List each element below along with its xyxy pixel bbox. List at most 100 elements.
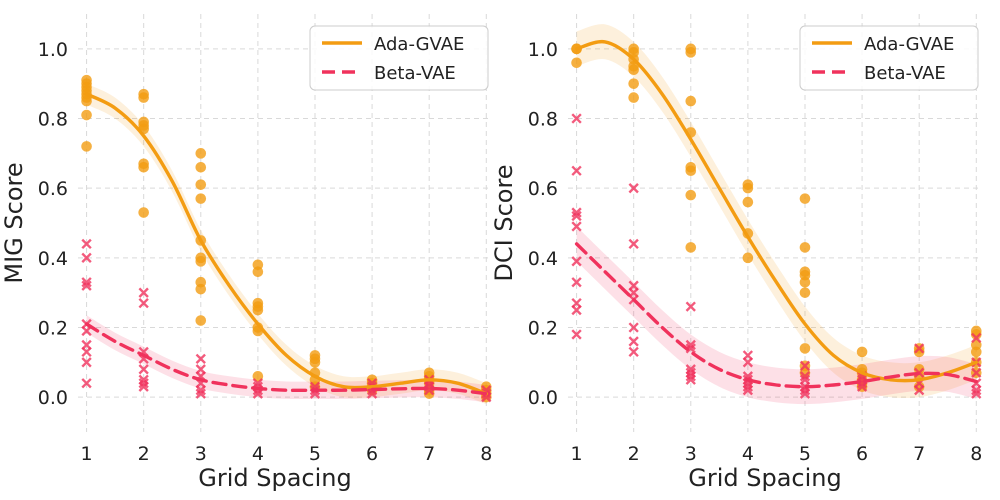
beta-vae-point [742,385,754,396]
ada-gvae-point [628,92,639,103]
x-tick-label: 5 [799,443,811,465]
x-tick-label: 5 [309,443,321,465]
y-tick-label: 0.6 [528,178,558,200]
ada-gvae-point [628,78,639,89]
x-tick-label: 6 [856,443,868,465]
beta-vae-point [195,385,206,396]
ada-gvae-point [309,357,321,368]
x-tick-label: 4 [252,443,264,465]
legend-label-beta-vae: Beta-VAE [864,63,946,84]
x-tick-label: 8 [970,443,982,465]
ada-gvae-point [138,92,149,103]
x-tick-label: 1 [571,443,583,465]
y-axis-label: MIG Score [0,162,28,283]
beta-vae-point [138,297,149,309]
beta-vae-point [571,113,582,124]
beta-vae-point [628,238,639,250]
beta-vae-point [914,343,925,354]
ada-gvae-point [685,47,697,58]
beta-vae-point [81,277,92,288]
ada-gvae-point [799,193,811,204]
beta-vae-confidence-band [86,315,487,403]
legend-label-ada-gvae: Ada-GVAE [864,34,954,55]
x-tick-label: 7 [423,443,435,465]
ada-gvae-point [913,381,925,393]
ada-gvae-point [742,182,754,194]
ada-gvae-point [913,346,925,358]
ada-gvae-point [742,252,754,264]
beta-vae-point [138,381,149,392]
x-tick-label: 3 [685,443,697,465]
x-tick-label: 2 [138,443,150,465]
ada-gvae-point [799,287,811,298]
y-tick-label: 0.4 [528,248,558,270]
beta-vae-point [628,183,639,194]
ada-gvae-point [81,109,92,121]
ada-gvae-point [252,266,264,278]
ada-gvae-point [970,346,982,358]
legend-label-ada-gvae: Ada-GVAE [374,34,464,55]
beta-vae-point [971,385,982,396]
ada-gvae-point [195,315,207,326]
beta-vae-point [628,336,639,347]
x-tick-label: 6 [366,443,378,465]
ada-gvae-point [252,304,264,316]
beta-vae-point [628,346,639,358]
beta-vae-point [685,371,696,382]
x-tick-label: 7 [913,443,925,465]
y-tick-label: 0.6 [38,178,68,200]
y-axis-label: DCI Score [490,164,518,281]
beta-vae-point [742,357,754,368]
beta-vae-point [81,325,92,337]
beta-vae-point [856,381,868,392]
mig-score-chart: 0.0 0.2 0.4 0.6 0.8 1.0 1 2 3 4 5 6 7 8 Grid Spacing MI… [0,14,492,492]
ada-gvae-point [970,329,982,340]
x-tick-label: 1 [81,443,93,465]
beta-vae-point [81,346,92,358]
y-tick-label: 1.0 [38,39,68,61]
ada-gvae-fit-line [84,92,488,396]
beta-vae-point [571,277,582,288]
y-tick-label: 0.4 [38,248,68,270]
beta-vae-point [571,304,582,316]
beta-vae-point [571,221,582,232]
ada-gvae-point [799,276,811,288]
beta-vae-point [138,287,149,298]
ada-gvae-point [81,141,92,152]
ada-gvae-point [799,242,811,253]
ada-gvae-point [81,95,92,107]
ada-gvae-point [195,283,207,295]
beta-vae-point [81,280,92,291]
dci-score-chart: 0.0 0.2 0.4 0.6 0.8 1.0 1 2 3 4 5 6 7 8 Grid Spacing DC… [490,14,982,492]
x-axis-label: Grid Spacing [688,464,841,492]
x-axis-label: Grid Spacing [198,464,351,492]
y-tick-label: 0.0 [528,387,558,409]
beta-vae-point [799,371,811,382]
y-tick-label: 0.2 [528,318,558,340]
ada-gvae-point [195,256,207,267]
beta-vae-point [628,322,639,333]
beta-vae-point [799,388,811,399]
beta-vae-point [81,378,92,389]
beta-vae-point [971,388,982,399]
beta-vae-fit-line [574,242,978,389]
beta-vae-point [971,367,982,378]
ada-gvae-point [799,343,811,354]
ada-gvae-point [195,193,207,204]
y-tick-label: 0.2 [38,318,68,340]
ada-gvae-point [195,148,207,159]
beta-vae-point [571,207,582,218]
y-tick-label: 1.0 [528,39,558,61]
beta-vae-point [252,388,264,399]
beta-vae-point [571,256,582,267]
beta-vae-point [571,329,582,340]
beta-vae-point [971,332,982,344]
beta-vae-fit-line [84,322,488,396]
x-tick-label: 2 [628,443,640,465]
ada-gvae-point [195,161,207,173]
ada-gvae-point [571,57,582,69]
ada-gvae-point [628,64,639,76]
beta-vae-point [914,385,925,396]
x-tick-label: 4 [742,443,754,465]
